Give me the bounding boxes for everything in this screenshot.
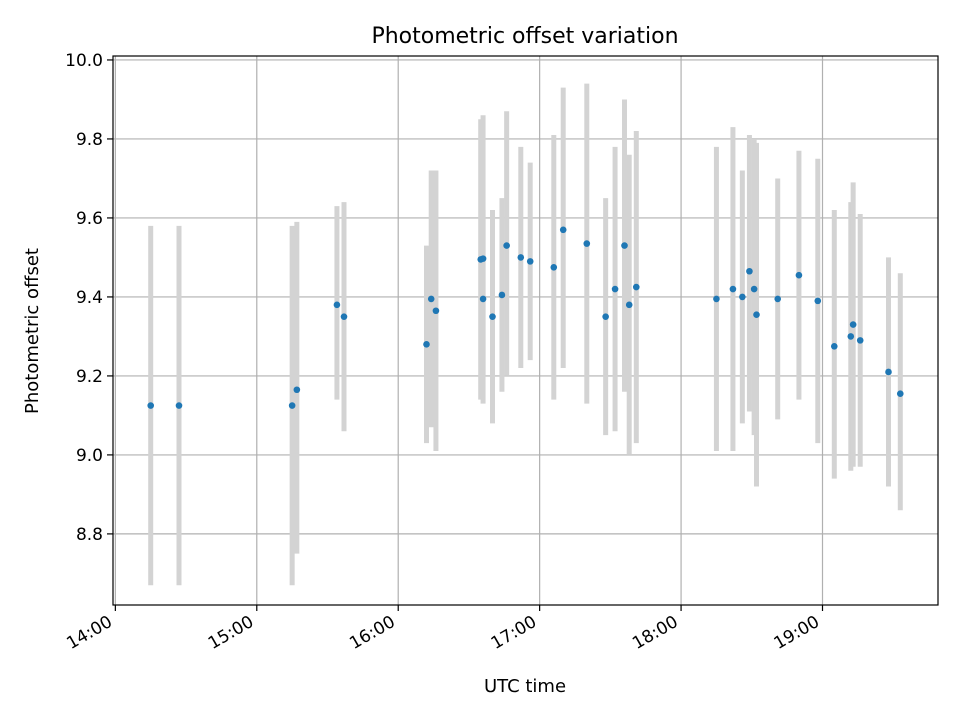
data-point: [479, 255, 487, 262]
data-point: [830, 342, 838, 350]
data-point: [333, 301, 341, 309]
data-point: [621, 242, 628, 249]
data-point: [526, 258, 534, 265]
y-tick-label: 9.8: [76, 130, 103, 150]
x-tick-label: 18:00: [629, 612, 681, 654]
data-point: [423, 341, 430, 348]
data-point: [288, 402, 296, 409]
y-tick-label: 9.6: [76, 209, 103, 229]
error-bars: [148, 83, 903, 586]
data-point: [517, 254, 525, 261]
x-tick-label: 15:00: [205, 612, 257, 654]
data-point: [750, 285, 758, 293]
x-tick-label: 14:00: [63, 612, 115, 654]
y-tick-label: 9.2: [76, 367, 103, 387]
y-tick-label: 8.8: [76, 525, 103, 545]
data-point: [340, 313, 348, 320]
data-point: [885, 368, 892, 376]
data-point: [774, 295, 782, 303]
data-point: [489, 313, 496, 320]
data-point: [632, 283, 640, 291]
y-tick-label: 9.4: [76, 288, 103, 308]
data-point: [814, 297, 822, 305]
data-point: [293, 386, 301, 394]
data-point: [625, 301, 633, 309]
data-point: [753, 311, 760, 319]
data-point: [479, 295, 487, 303]
data-point: [713, 295, 720, 303]
y-axis-label: Photometric offset: [22, 248, 43, 414]
data-point: [427, 295, 435, 303]
x-axis-label: UTC time: [484, 676, 566, 697]
x-axis-ticks: 14:00 15:00 16:00 17:00 18:00 19:00: [63, 605, 824, 654]
axes-frame: [112, 55, 939, 606]
y-axis-ticks: 8.8 9.0 9.2 9.4 9.6 9.8 10.0: [65, 51, 113, 545]
data-point: [729, 285, 737, 293]
data-point: [739, 293, 746, 301]
x-tick-label: 19:00: [771, 612, 823, 654]
data-point: [795, 271, 803, 279]
data-point: [746, 267, 753, 275]
data-point: [432, 307, 440, 315]
data-point: [175, 402, 183, 409]
chart-title: Photometric offset variation: [371, 24, 678, 49]
data-point: [847, 333, 855, 340]
y-tick-label: 10.0: [65, 51, 103, 71]
data-point: [602, 313, 609, 320]
data-point: [498, 291, 506, 299]
grid-lines: [113, 56, 938, 605]
y-tick-label: 9.0: [76, 446, 103, 466]
data-point: [896, 390, 904, 397]
data-point: [559, 226, 567, 234]
data-point: [856, 337, 864, 344]
data-point: [147, 402, 155, 409]
data-point: [503, 242, 510, 249]
data-points: [147, 226, 904, 409]
data-point: [550, 264, 558, 271]
data-point: [849, 321, 857, 328]
data-point: [583, 240, 591, 247]
data-point: [611, 285, 619, 293]
x-tick-label: 16:00: [346, 612, 398, 654]
x-tick-label: 17:00: [488, 612, 540, 654]
